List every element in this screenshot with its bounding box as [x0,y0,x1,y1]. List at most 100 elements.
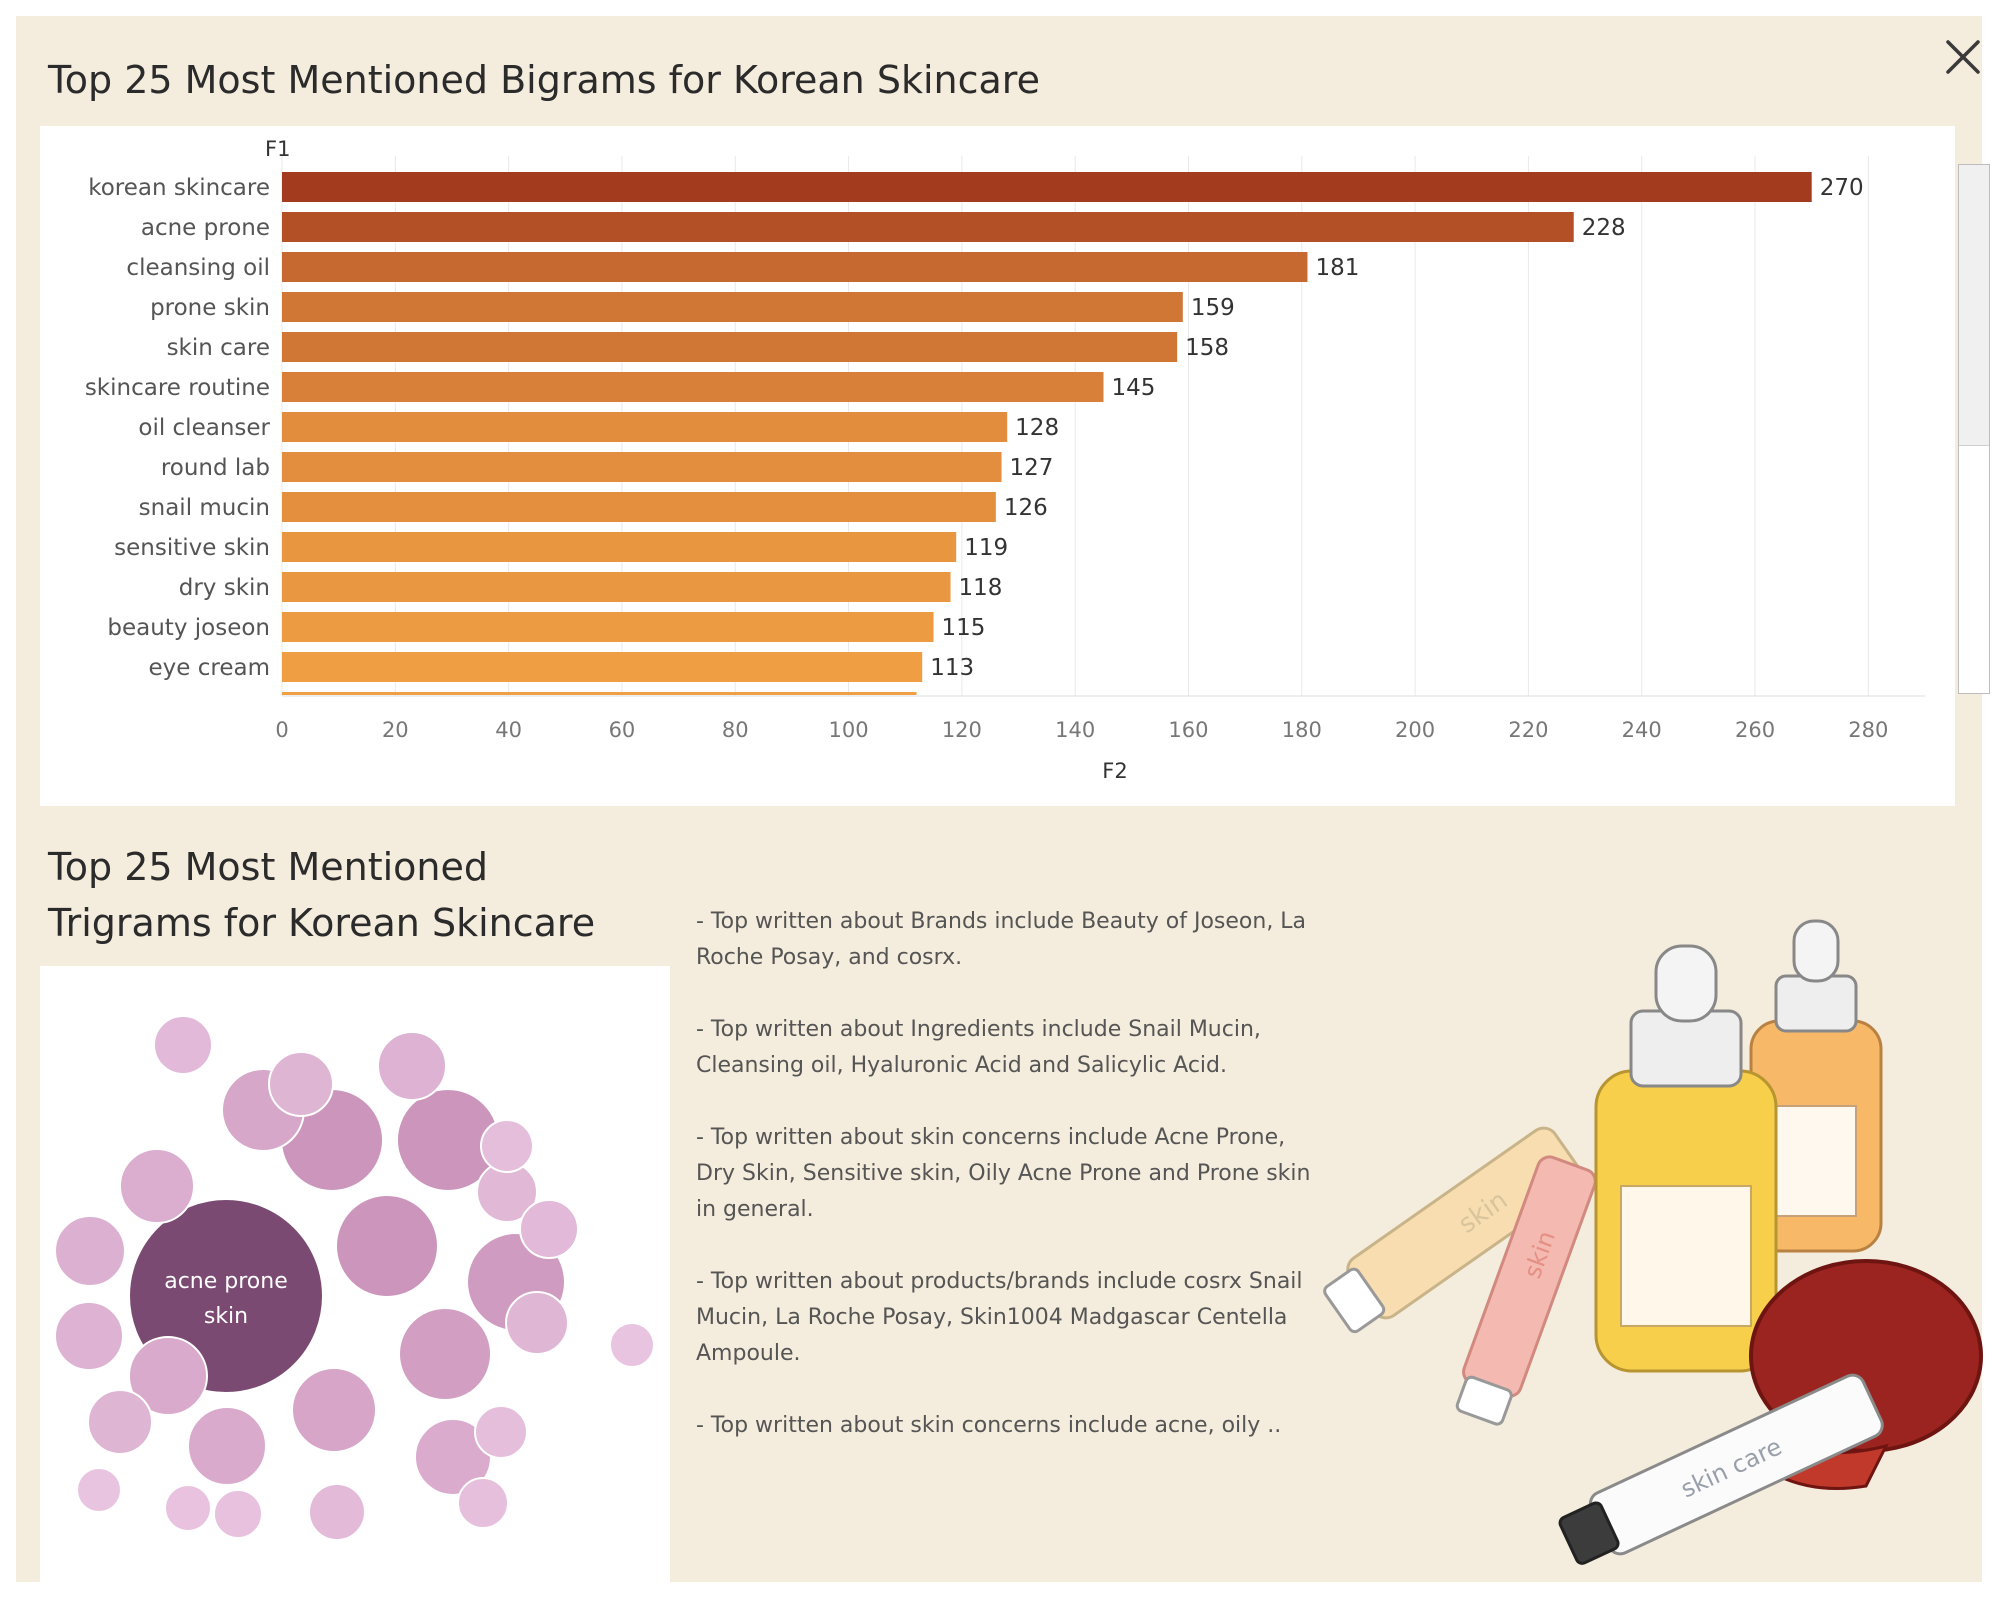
bigram-bar-chart: korean skincare acne prone cleansing oil pr… [40,126,1955,806]
insight-brands: - Top written about Brands include Beaut… [696,909,1307,970]
bubble[interactable] [164,1484,212,1532]
bubble[interactable] [54,1215,126,1287]
bar[interactable] [282,292,1183,322]
bar[interactable] [282,612,934,642]
bubble-label-line2: skin [204,1304,248,1329]
y-axis-title: F1 [265,137,290,161]
bubble[interactable] [505,1291,569,1355]
category-label: sensitive skin [114,535,270,561]
bubbles [54,1015,655,1541]
bubble[interactable] [480,1119,534,1173]
value-labels: 270 228 181 159 158 145 128 127 126 119 118 115 113 [930,175,1863,681]
category-label: round lab [161,455,270,481]
category-label: oil cleanser [138,415,270,441]
x-tick-label: 0 [275,718,288,742]
bars [282,172,1812,695]
category-label: snail mucin [139,495,270,521]
x-tick-label: 220 [1508,718,1548,742]
bubble[interactable] [474,1405,528,1459]
bigram-chart-title: Top 25 Most Mentioned Bigrams for Korean… [48,58,1040,102]
bar[interactable] [282,252,1308,282]
x-tick-label: 80 [722,718,749,742]
bubble[interactable] [187,1406,267,1486]
x-tick-label: 40 [495,718,522,742]
bubble[interactable] [398,1307,492,1401]
value-label: 118 [959,575,1003,601]
x-tick-label: 20 [382,718,409,742]
category-label: korean skincare [88,175,270,201]
bar[interactable] [282,492,996,522]
bar[interactable] [282,532,957,562]
trigram-title-line2: Trigrams for Korean Skincare [48,901,596,945]
bubble[interactable] [213,1489,263,1539]
x-tick-label: 260 [1735,718,1775,742]
close-icon [1946,40,1980,74]
bubble[interactable] [291,1367,377,1453]
bubble[interactable] [377,1031,447,1101]
trigram-title-line1: Top 25 Most Mentioned [48,845,488,889]
category-labels: korean skincare acne prone cleansing oil pr… [85,175,271,681]
bubble-chart-svg: acne prone skin [54,1015,655,1541]
bubble-label-line1: acne prone [164,1269,288,1294]
category-label: skincare routine [85,375,270,401]
bubble[interactable] [87,1389,153,1455]
bubble[interactable] [119,1148,195,1224]
bar[interactable] [282,332,1178,362]
insight-ingredients: - Top written about Ingredients include … [696,1017,1261,1078]
chart-scrollbar[interactable] [1958,164,1990,694]
skincare-illustration-icon: skin skin skin [1323,919,1983,1565]
grid-lines [281,156,1925,697]
value-label: 159 [1191,295,1235,321]
bar[interactable] [282,412,1008,442]
x-tick-label: 160 [1168,718,1208,742]
value-label: 228 [1582,215,1626,241]
x-tick-label: 280 [1848,718,1888,742]
value-label: 145 [1112,375,1156,401]
bar[interactable] [282,372,1104,402]
bubble[interactable] [308,1483,366,1541]
x-tick-label: 180 [1282,718,1322,742]
bubble[interactable] [128,1336,208,1416]
x-tick-label: 140 [1055,718,1095,742]
insight-skin-concerns: - Top written about skin concerns includ… [696,1125,1311,1222]
value-label: 115 [942,615,986,641]
insights-text: - Top written about Brands include Beaut… [696,904,1316,1480]
x-tick-label: 100 [829,718,869,742]
skincare-products-illustration: skin skin skin [1306,906,1986,1586]
category-label: dry skin [179,575,270,601]
trigram-bubble-chart: acne prone skin [40,966,670,1596]
bar[interactable] [282,212,1574,242]
bubble[interactable] [457,1477,509,1529]
category-label: cleansing oil [126,255,270,281]
category-label: eye cream [149,655,270,681]
bubble[interactable] [76,1467,122,1513]
trigram-chart-title: Top 25 Most Mentioned Trigrams for Korea… [48,839,668,951]
close-button[interactable] [1940,34,1986,80]
bar[interactable] [282,172,1812,202]
value-label: 119 [964,535,1008,561]
value-label: 181 [1315,255,1359,281]
bubble[interactable] [335,1194,439,1298]
x-axis-title: F2 [1102,759,1127,783]
x-tick-label: 240 [1622,718,1662,742]
bar[interactable] [282,452,1002,482]
value-label: 127 [1010,455,1054,481]
bubble[interactable] [519,1199,579,1259]
scrollbar-thumb[interactable] [1959,165,1989,446]
x-tick-label: 120 [942,718,982,742]
value-label: 126 [1004,495,1048,521]
x-tick-label: 60 [609,718,636,742]
bar[interactable] [282,652,923,682]
bubble[interactable] [54,1301,124,1371]
bubble[interactable] [609,1322,655,1368]
bubble[interactable] [268,1051,334,1117]
value-label: 113 [930,655,974,681]
insight-products: - Top written about products/brands incl… [696,1269,1303,1366]
category-label: skin care [167,335,270,361]
bar[interactable] [282,572,951,602]
value-label: 158 [1185,335,1229,361]
bubble[interactable] [153,1015,213,1075]
value-label: 128 [1015,415,1059,441]
category-label: prone skin [150,295,270,321]
bar-chart-svg: korean skincare acne prone cleansing oil pr… [85,137,1925,783]
